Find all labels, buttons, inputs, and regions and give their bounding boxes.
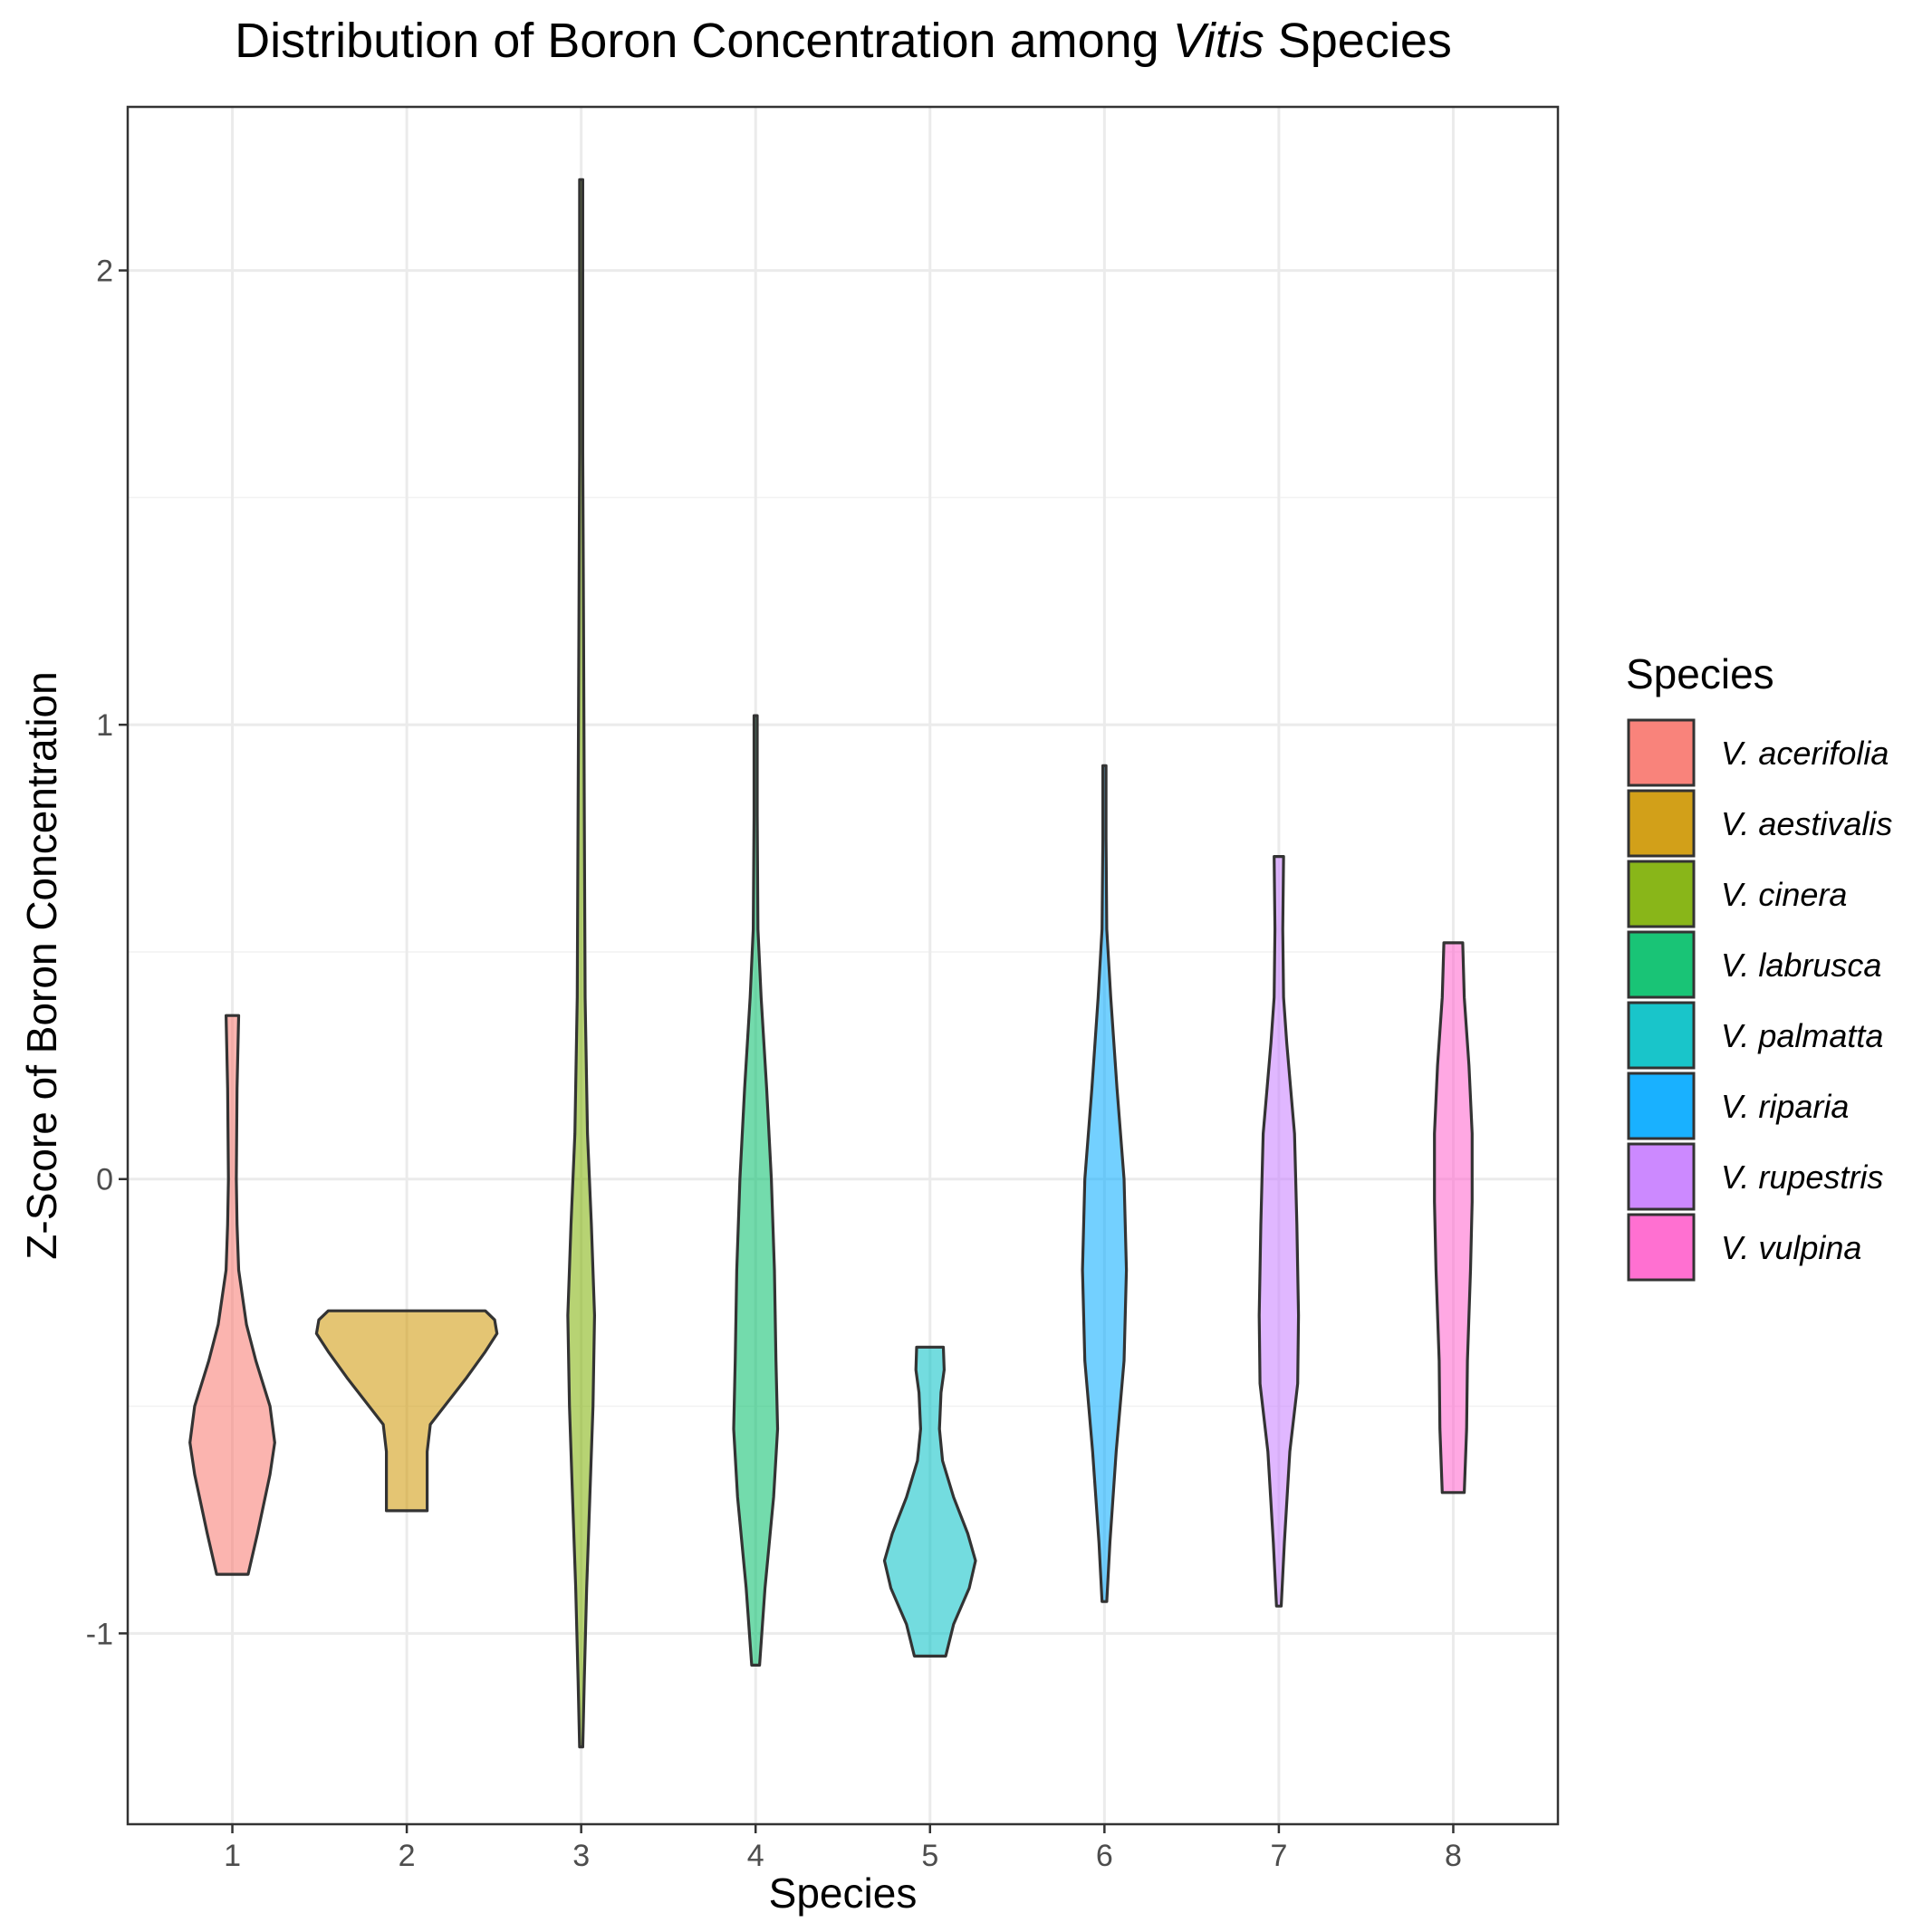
x-tick-label: 2 — [399, 1839, 416, 1873]
violin-5 — [882, 1345, 977, 1658]
violin-4 — [732, 714, 780, 1667]
panel-background — [128, 107, 1558, 1824]
legend-key — [1627, 930, 1696, 999]
plot-panel — [128, 107, 1558, 1824]
legend-label: V. aestivalis — [1721, 805, 1892, 842]
x-tick-label: 8 — [1445, 1839, 1462, 1873]
x-tick-label: 7 — [1270, 1839, 1287, 1873]
violin-8 — [1433, 941, 1474, 1495]
axes: -1 0 1 2 1 2 3 4 5 6 7 8 Species Z-Score of Boron Con… — [18, 105, 1560, 1917]
y-tick-label: 1 — [96, 708, 113, 743]
violin-1 — [188, 1014, 276, 1576]
x-tick-label: 6 — [1096, 1839, 1113, 1873]
legend-label: V. labrusca — [1721, 947, 1881, 984]
legend-key — [1627, 1072, 1696, 1140]
legend-label: V. palmatta — [1721, 1017, 1883, 1054]
legend-key — [1627, 718, 1696, 787]
legend-title: Species — [1626, 650, 1774, 697]
violins — [188, 178, 1474, 1749]
panel-border — [126, 105, 1560, 1826]
violin-7 — [1257, 855, 1301, 1608]
y-tick-label: -1 — [86, 1617, 113, 1651]
legend-key — [1627, 1001, 1696, 1070]
chart-title-part-3: Species — [1264, 14, 1452, 68]
legend-key — [1627, 1213, 1696, 1282]
legend-key — [1627, 860, 1696, 928]
violin-6 — [1081, 764, 1129, 1603]
legend-label: V. cinera — [1721, 876, 1847, 913]
x-tick-label: 1 — [224, 1839, 241, 1873]
x-axis-title: Species — [769, 1870, 918, 1917]
legend-label: V. riparia — [1721, 1088, 1849, 1125]
chart-title: Distribution of Boron Concentration amon… — [0, 13, 1687, 69]
legend: Species V. acerifolia V. aestivalis V. cine… — [1626, 650, 1892, 1282]
legend-key — [1627, 1142, 1696, 1211]
y-tick-label: 2 — [96, 255, 113, 289]
y-axis-title: Z-Score of Boron Concentration — [18, 671, 65, 1259]
legend-label: V. vulpina — [1721, 1229, 1861, 1266]
x-tick-label: 3 — [572, 1839, 590, 1873]
chart-title-part-1: Distribution of Boron Concentration amon… — [235, 14, 1173, 68]
legend-label: V. rupestris — [1721, 1158, 1883, 1196]
violin-2 — [314, 1309, 499, 1513]
legend-key — [1627, 789, 1696, 858]
x-tick-label: 5 — [921, 1839, 938, 1873]
violin-3 — [566, 178, 596, 1749]
x-tick-label: 4 — [747, 1839, 764, 1873]
y-tick-label: 0 — [96, 1163, 113, 1197]
chart-title-part-2: Vitis — [1172, 14, 1264, 68]
legend-label: V. acerifolia — [1721, 735, 1889, 772]
